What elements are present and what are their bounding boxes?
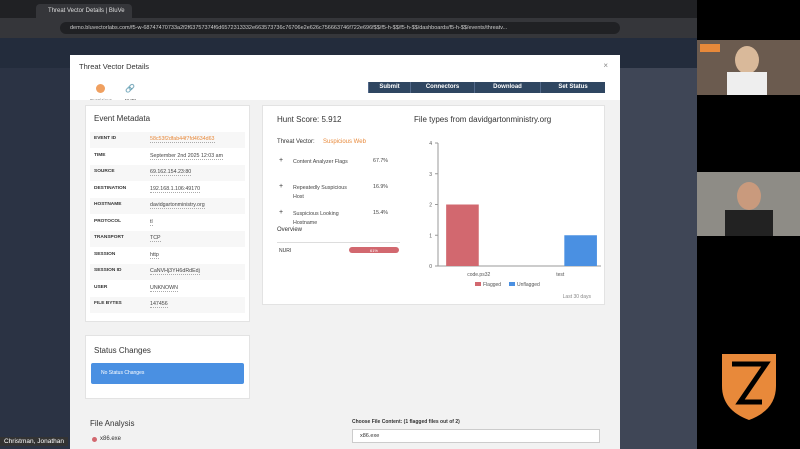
- y-tick-label: 2: [429, 203, 432, 209]
- plus: +: [279, 157, 284, 164]
- y-tick-label: 3: [429, 172, 432, 178]
- event-metadata: Event Metadata EVENT ID 58c53f2dfab44f7fd…: [85, 105, 250, 322]
- row-bg: [90, 264, 245, 280]
- flag-value: 16.9%: [373, 184, 389, 190]
- meta-value: 58c53f2dfab44f7fd4634d63: [150, 136, 215, 143]
- legend-label: Unflagged: [517, 282, 540, 288]
- status-panel: Status Changes No Status Changes: [85, 335, 250, 399]
- flag-value: 67.7%: [373, 158, 389, 164]
- tab-title[interactable]: Threat Vector Details | BluVe: [48, 8, 125, 14]
- url[interactable]: demo.bluvectorlabs.com/f5-w-68747470733a…: [70, 25, 508, 31]
- meta-value: 147456: [150, 301, 168, 308]
- meta-value: davidgartonministry.org: [150, 202, 205, 209]
- row-bg: [90, 132, 245, 148]
- plus: +: [279, 183, 284, 190]
- overview-name: NURI: [279, 248, 292, 254]
- hunt-score: Hunt Score: 5.912: [277, 115, 342, 124]
- row-bg: [90, 297, 245, 313]
- y-tick-label: 0: [429, 264, 432, 270]
- file-name[interactable]: x86.exe: [100, 436, 122, 442]
- choose-label: Choose File Content: (1 flagged files ou…: [352, 419, 460, 425]
- selected-file[interactable]: x86.exe: [360, 433, 380, 439]
- meta-label: TIME: [94, 152, 106, 158]
- flag-name: Content Analyzer Flags: [293, 159, 348, 165]
- status-empty: No Status Changes: [101, 370, 145, 376]
- meta-value: tl: [150, 218, 153, 226]
- vector-label: Threat Vector:: [277, 139, 315, 145]
- meta-label: USER: [94, 284, 108, 290]
- flag-name: Repeatedly Suspicious Host: [293, 185, 347, 200]
- flag-name: Suspicious Looking Hostname: [293, 211, 339, 226]
- video-tile: [697, 172, 800, 236]
- panel-title: Event Metadata: [94, 114, 151, 123]
- meta-value: 69.162.154.23:80: [150, 169, 192, 176]
- row-bg: [90, 231, 245, 247]
- meta-label: DESTINATION: [94, 185, 127, 191]
- file-select[interactable]: [352, 429, 600, 443]
- logo: [722, 354, 776, 420]
- button[interactable]: Connectors: [410, 82, 474, 93]
- y-tick-label: 4: [429, 141, 432, 147]
- chart-note: Last 30 days: [563, 294, 592, 300]
- meta-value: September 2nd 2025 12:03 am: [150, 152, 224, 160]
- hunt-panel: Hunt Score: 5.912 Threat Vector: Suspici…: [262, 105, 605, 305]
- meta-label: FILE BYTES: [94, 301, 122, 306]
- meta-label: SESSION: [94, 251, 116, 257]
- meta-value: 192.168.1.106:49170: [150, 185, 201, 193]
- meta-value: CaNVHj3YH6dRdEdj: [150, 268, 200, 275]
- video-tile: [697, 40, 800, 95]
- meta-value: UNKNOWN: [150, 284, 178, 292]
- chart-title: File types from davidgartonministry.org: [414, 115, 552, 124]
- meta-label: SOURCE: [94, 169, 115, 174]
- meta-value: TCP: [150, 235, 161, 242]
- button[interactable]: Download: [474, 82, 540, 93]
- button[interactable]: Submit: [368, 82, 410, 93]
- meta-label: SESSION ID: [94, 268, 122, 273]
- meta-label: TRANSPORT: [94, 235, 124, 240]
- bar: [446, 204, 479, 266]
- modal-title: Threat Vector Details: [79, 62, 150, 71]
- chart: 0 1 2 3 4 code.ps32 test Flagged Unflagged Last 3…: [429, 141, 601, 300]
- legend-label: Flagged: [483, 282, 501, 288]
- meta-label: PROTOCOL: [94, 218, 122, 224]
- overview-value: 61%: [369, 247, 378, 253]
- close[interactable]: ×: [603, 61, 608, 70]
- panel-title: Status Changes: [94, 346, 151, 355]
- button[interactable]: Set Status: [540, 82, 605, 93]
- overview: Overview: [277, 227, 303, 233]
- participant-name: Christman, Jonathan: [0, 437, 68, 446]
- legend-swatch: [475, 282, 481, 286]
- meta-label: EVENT ID: [94, 136, 117, 141]
- y-tick-label: 1: [429, 233, 432, 239]
- modal: Threat Vector Details × Suspicious 🔗 NUR…: [70, 55, 620, 449]
- legend-swatch: [509, 282, 515, 286]
- meta-label: HOSTNAME: [94, 202, 122, 207]
- row-bg: [90, 198, 245, 214]
- bar: [564, 235, 597, 266]
- section-title: File Analysis: [90, 419, 135, 428]
- flag-value: 15.4%: [373, 210, 389, 216]
- vector-value: Suspicious Web: [323, 139, 366, 145]
- plus: +: [279, 209, 284, 216]
- x-tick-label: test: [556, 272, 565, 278]
- x-tick-label: code.ps32: [467, 272, 490, 278]
- row-bg: [90, 165, 245, 181]
- meta-value: http: [150, 251, 159, 259]
